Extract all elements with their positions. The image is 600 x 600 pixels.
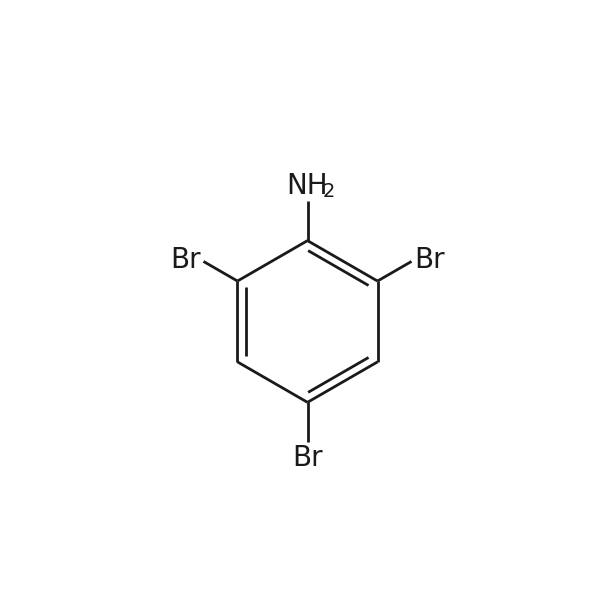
Text: Br: Br bbox=[292, 445, 323, 472]
Text: Br: Br bbox=[170, 247, 201, 274]
Text: NH: NH bbox=[286, 172, 328, 200]
Text: Br: Br bbox=[414, 247, 445, 274]
Text: 2: 2 bbox=[322, 182, 335, 201]
